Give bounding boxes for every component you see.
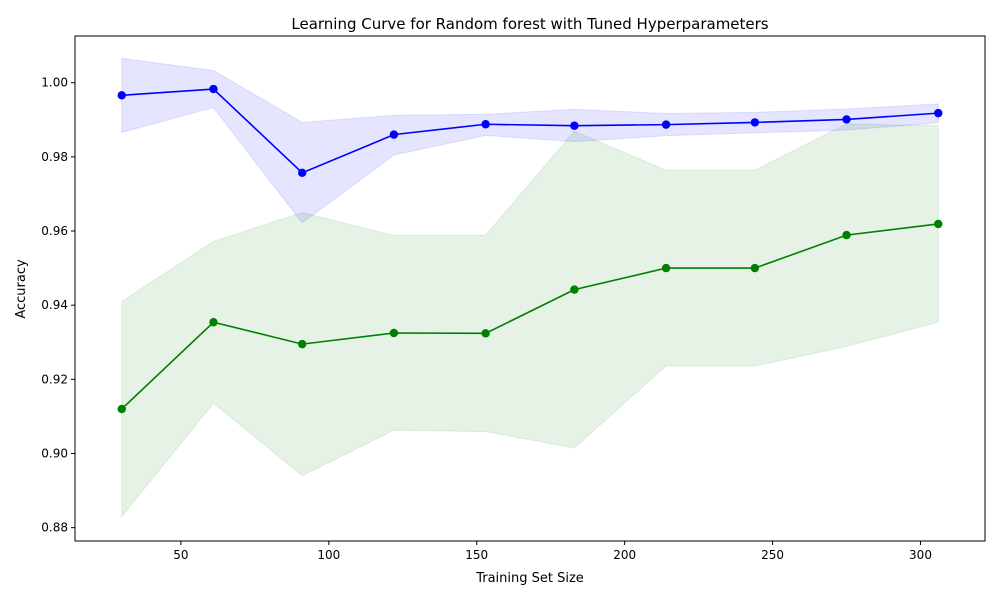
series-0-point [934, 108, 943, 118]
series-0-band [121, 57, 939, 224]
x-tick-label: 200 [613, 548, 636, 562]
x-tick-label: 300 [909, 548, 932, 562]
y-tick-label: 0.90 [41, 446, 68, 460]
series-0-point [661, 120, 671, 129]
series-0-point [481, 120, 490, 129]
y-tick-label: 0.96 [41, 224, 68, 238]
y-axis-title: Accuracy [14, 259, 29, 319]
series-1-point [298, 339, 307, 349]
series-0-point [117, 91, 126, 100]
series-1-point [481, 329, 490, 338]
x-tick-label: 150 [465, 548, 488, 562]
x-axis-title: Training Set Size [475, 571, 584, 586]
plot-area [117, 57, 943, 518]
series-1-point [209, 318, 218, 327]
x-tick-label: 250 [761, 548, 784, 562]
y-tick-label: 0.94 [41, 298, 68, 312]
series-1-point [842, 230, 851, 240]
plot-frame [74, 35, 986, 542]
y-tick-label: 1.00 [41, 76, 68, 90]
series-0-point [570, 121, 579, 130]
x-tick-label: 50 [173, 548, 188, 562]
y-tick-label: 0.88 [41, 521, 68, 535]
series-0-point [389, 130, 399, 139]
series-1-point [570, 285, 579, 294]
chart-title: Learning Curve for Random forest with Tu… [291, 15, 768, 33]
y-tick-label: 0.92 [41, 372, 68, 386]
series-1-band [121, 123, 939, 518]
series-1-point [661, 263, 671, 273]
series-0-point [298, 168, 307, 178]
series-1-point [389, 328, 399, 338]
series-1-line [121, 223, 939, 410]
series-1-point [117, 404, 126, 414]
series-1-point [750, 263, 760, 273]
x-tick-label: 100 [317, 548, 340, 562]
y-tick-label: 0.98 [41, 150, 68, 164]
series-1-point [934, 219, 943, 229]
series-0-point [209, 84, 218, 94]
axes: 50 100 150 200 250 300 0.88 0.90 0.92 0.94 0.96 0.9… [41, 76, 932, 562]
series-0-point [750, 118, 760, 127]
series-0-point [842, 115, 851, 124]
series-0-line [121, 88, 939, 174]
